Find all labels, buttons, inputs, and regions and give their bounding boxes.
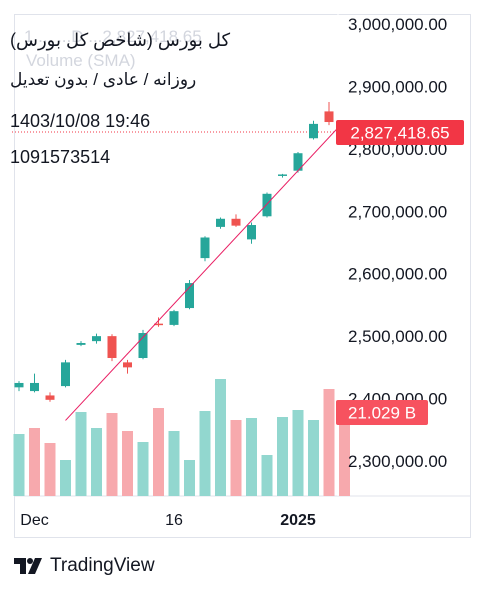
time-tick-label: 2025: [280, 512, 316, 529]
candle-body: [231, 218, 241, 226]
volume-bar: [60, 460, 71, 496]
candle-body: [76, 343, 86, 345]
candle-body: [169, 311, 179, 325]
volume-badge[interactable]: 21.029 B: [336, 400, 428, 425]
volume-bar: [215, 379, 226, 496]
candle-body: [309, 123, 318, 139]
chart-frame[interactable]: [14, 14, 471, 538]
candle-body: [138, 333, 148, 358]
candle-body: [216, 218, 225, 227]
volume-bar: [261, 455, 273, 496]
volume-badge-text: 21.029 B: [348, 404, 416, 423]
candle-body: [92, 336, 101, 342]
candle-body: [30, 382, 39, 392]
volume-bar: [277, 417, 288, 496]
legend-subtitle: روزانه / عادی / بدون تعدیل: [10, 70, 197, 89]
volume-bar: [184, 460, 195, 496]
candle-body: [262, 193, 272, 217]
trend-line[interactable]: [65, 120, 345, 421]
volume-bar: [199, 411, 211, 496]
volume-bar: [44, 443, 56, 496]
legend-volume-value: 1091573514: [10, 147, 111, 167]
candle-body: [154, 323, 163, 326]
time-axis-labels: Dec 16 2025: [20, 512, 316, 529]
candle-body: [278, 174, 287, 176]
volume-bar: [106, 413, 118, 496]
candle-body: [107, 336, 117, 358]
volume-bar: [292, 410, 304, 496]
candle-body: [14, 382, 24, 388]
price-tick-label: 2,700,000.00: [348, 202, 447, 221]
price-tick-label: 2,500,000.00: [348, 327, 447, 346]
tradingview-brand: TradingView: [50, 555, 155, 576]
symbol-watermark: 1 ... ...D ...2,827,418.65: [24, 27, 202, 46]
time-tick-label: Dec: [20, 512, 48, 529]
time-tick-label: 16: [165, 512, 183, 529]
volume-bar: [230, 420, 242, 496]
price-tick-label: 3,000,000.00: [348, 15, 447, 34]
candle-body: [200, 237, 210, 259]
tradingview-logo-icon: [14, 558, 42, 574]
candle-body: [45, 395, 55, 400]
candle-body: [185, 283, 194, 309]
candle-body: [293, 153, 303, 171]
volume-bar: [75, 412, 87, 496]
volume-bar: [153, 408, 164, 496]
volume-bar: [308, 420, 319, 496]
legend-datetime: 1403/10/08 19:46: [10, 111, 151, 131]
price-tick-label: 2,900,000.00: [348, 77, 447, 96]
volume-bar: [246, 418, 257, 496]
volume-bars: [13, 379, 350, 496]
price-tick-label: 2,300,000.00: [348, 452, 447, 471]
price-badge-bg: [336, 120, 464, 145]
price-badge-text: 2,827,418.65: [350, 124, 449, 143]
volume-bar: [168, 431, 180, 496]
volume-indicator-label: Volume (SMA): [26, 51, 136, 70]
volume-bar: [122, 431, 133, 496]
tradingview-footer[interactable]: TradingView: [14, 553, 155, 579]
candle-body: [61, 362, 70, 387]
candle-body: [324, 111, 334, 123]
volume-bar: [323, 389, 335, 496]
candle-body: [247, 225, 256, 240]
volume-badge-bg: [336, 400, 428, 425]
legend-title: کل بورس (شاخص کل بورس): [10, 30, 231, 50]
candle-body: [123, 362, 132, 368]
price-badge[interactable]: 2,827,418.65: [336, 120, 464, 145]
price-tick-label: 2,600,000.00: [348, 265, 447, 284]
volume-bar: [339, 414, 350, 496]
volume-bar: [91, 428, 102, 496]
volume-bar: [137, 442, 149, 496]
volume-bar: [13, 434, 25, 496]
volume-bar: [29, 428, 40, 496]
